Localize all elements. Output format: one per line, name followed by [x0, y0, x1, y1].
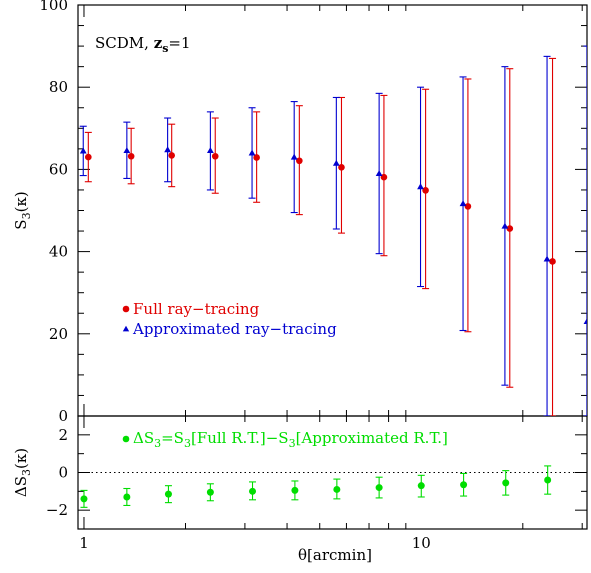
data-point	[291, 486, 299, 494]
x-tick-label: 10	[412, 534, 431, 552]
y-axis-label: ΔS3(κ)	[12, 448, 33, 497]
data-point	[583, 318, 587, 325]
data-point	[206, 488, 214, 496]
top-panel-frame	[77, 4, 588, 417]
data-point	[123, 147, 131, 154]
data-point	[549, 258, 556, 265]
y-tick-label: 20	[49, 325, 68, 343]
data-point	[249, 487, 257, 495]
y-axis-label: S3(κ)	[12, 191, 33, 229]
data-point	[123, 493, 131, 501]
legend-label: Full ray−tracing	[133, 300, 260, 318]
legend-marker	[122, 305, 130, 313]
data-point	[460, 481, 468, 489]
data-point	[206, 147, 214, 154]
data-point	[164, 490, 172, 498]
y-tick-label: 0	[58, 464, 68, 482]
y-tick-label: 60	[49, 160, 68, 178]
data-point	[296, 157, 303, 165]
data-point	[464, 203, 472, 210]
data-point	[248, 149, 256, 156]
data-point	[79, 147, 87, 154]
series-full-ray-tracing	[84, 57, 557, 416]
data-point	[544, 476, 552, 484]
legend-marker	[122, 325, 130, 332]
y-tick-label: 40	[49, 243, 68, 261]
data-point	[290, 153, 298, 160]
data-point	[332, 159, 340, 166]
legend-marker	[122, 435, 130, 443]
y-tick-label: −2	[46, 501, 68, 519]
series-delta-s3	[80, 465, 552, 508]
data-point	[417, 482, 425, 490]
top-plot-area	[79, 45, 587, 416]
data-point	[211, 152, 219, 160]
x-tick-label: 1	[79, 534, 89, 552]
x-axis-label: θ[arcmin]	[298, 546, 372, 564]
data-point	[127, 152, 135, 160]
data-point	[375, 484, 383, 492]
data-point	[501, 222, 509, 229]
data-point	[375, 170, 383, 177]
data-point	[80, 495, 88, 503]
series-approximated-ray-tracing	[79, 45, 587, 416]
data-point	[459, 200, 467, 207]
y-tick-label: 80	[49, 78, 68, 96]
data-point	[168, 152, 175, 159]
y-tick-label: 0	[58, 407, 68, 425]
data-point	[506, 225, 514, 232]
data-point	[543, 255, 551, 262]
data-point	[422, 187, 429, 194]
data-point	[85, 153, 92, 161]
data-point	[253, 154, 260, 161]
data-point	[417, 183, 424, 190]
data-point	[502, 479, 510, 487]
data-point	[333, 485, 341, 493]
legend-label: ΔS3=S3[Full R.T.]−S3[Approximated R.T.]	[133, 429, 448, 450]
bottom-plot-area	[80, 465, 552, 508]
y-tick-label: 2	[58, 426, 68, 444]
legend-label: Approximated ray−tracing	[132, 320, 337, 338]
data-point	[164, 146, 172, 153]
data-point	[338, 164, 345, 171]
chart-annotation: SCDM, zs=1	[95, 34, 191, 55]
data-point	[380, 173, 388, 181]
y-tick-label: 100	[39, 0, 68, 14]
